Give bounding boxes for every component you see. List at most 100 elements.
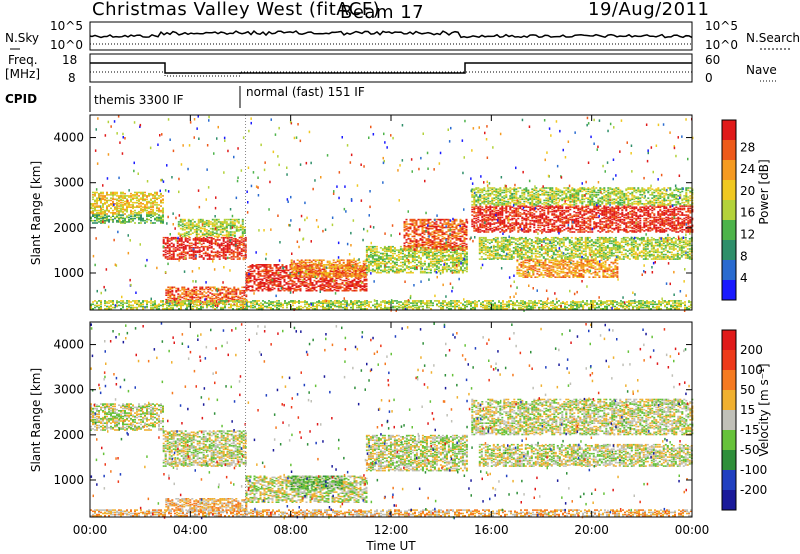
heatmap-cell [435,245,438,248]
heatmap-cell [445,247,448,249]
heatmap-cell [485,223,488,225]
heatmap-cell [455,252,458,255]
heatmap-cell [337,283,340,285]
heatmap-cell [365,278,368,281]
heatmap-cell [407,256,410,258]
heatmap-cell [146,212,148,214]
heatmap-cell [106,194,108,196]
heatmap-cell [457,254,460,257]
heatmap-cell [429,249,432,251]
heatmap-cell [195,293,198,295]
heatmap-cell [352,273,355,275]
heatmap-cell [503,209,506,212]
heatmap-cell [515,214,518,216]
heatmap-cell [217,221,220,223]
heatmap-cell [309,287,312,290]
heatmap-cell [364,267,367,269]
heatmap-cell [316,275,319,277]
heatmap-cell [213,232,216,234]
heatmap-cell [314,269,317,272]
heatmap-cell [375,268,378,271]
heatmap-cell [533,207,536,210]
heatmap-cell [509,212,512,214]
heatmap-cell [299,270,302,273]
heatmap-cell [225,296,228,299]
heatmap-cell [132,194,134,196]
heatmap-cell [199,288,202,291]
heatmap-cell [100,213,102,215]
heatmap-cell [487,206,490,208]
heatmap-cell [577,207,580,210]
heatmap-cell [259,274,262,276]
heatmap-cell [443,218,446,221]
heatmap-cell [218,239,221,241]
heatmap-cell [499,219,502,222]
heatmap-cell [196,242,199,245]
heatmap-cell [354,271,357,274]
heatmap-cell [299,280,302,283]
heatmap-cell [455,232,458,234]
heatmap-cell [229,231,232,233]
heatmap-cell [503,225,506,228]
heatmap-cell [573,214,576,216]
heatmap-cell [447,223,450,225]
heatmap-cell [451,258,454,260]
heatmap-cell [275,273,278,275]
heatmap-cell [505,207,508,210]
heatmap-cell [477,221,480,223]
heatmap-cell [277,268,280,271]
heatmap-cell [203,221,206,223]
heatmap-cell [473,207,476,210]
heatmap-cell [210,258,213,260]
heatmap-cell [211,298,214,301]
heatmap-cell [244,239,247,241]
heatmap-cell [379,269,382,272]
heatmap-cell [579,210,582,213]
heatmap-cell [407,249,410,251]
heatmap-cell [168,257,171,259]
heatmap-cell [417,250,420,252]
heatmap-cell [461,234,464,237]
heatmap-cell [605,224,608,227]
heatmap-cell [354,274,357,276]
heatmap-cell [132,197,134,199]
heatmap-cell [336,276,339,278]
heatmap-cell [294,265,297,267]
heatmap-cell [230,239,233,241]
heatmap-cell [585,230,588,232]
heatmap-cell [421,251,424,254]
heatmap-cell [190,242,193,245]
heatmap-cell [599,213,602,215]
heatmap-cell [180,243,183,246]
heatmap-cell [503,218,506,221]
heatmap-cell [96,217,98,220]
heatmap-cell [344,275,347,277]
heatmap-cell [413,266,416,268]
heatmap-cell [421,225,424,228]
heatmap-cell [569,216,572,219]
heatmap-cell [303,275,306,277]
heatmap-cell [585,225,588,228]
heatmap-cell [571,227,574,230]
heatmap-cell [182,251,185,254]
heatmap-cell [433,222,436,224]
heatmap-cell [287,289,290,292]
heatmap-cell [573,206,576,208]
heatmap-cell [354,268,357,271]
heatmap-cell [235,218,238,221]
heatmap-cell [309,289,312,292]
heatmap-cell [419,264,422,266]
heatmap-cell [445,248,448,250]
heatmap-cell [413,253,416,256]
heatmap-cell [399,251,402,254]
heatmap-cell [325,288,328,291]
heatmap-cell [247,276,250,278]
heatmap-cell [453,236,456,239]
heatmap-cell [154,191,156,194]
heatmap-cell [235,289,238,292]
heatmap-cell [439,225,442,228]
heatmap-cell [393,271,396,274]
heatmap-cell [185,232,188,234]
heatmap-cell [350,273,353,275]
heatmap-cell [219,225,222,228]
